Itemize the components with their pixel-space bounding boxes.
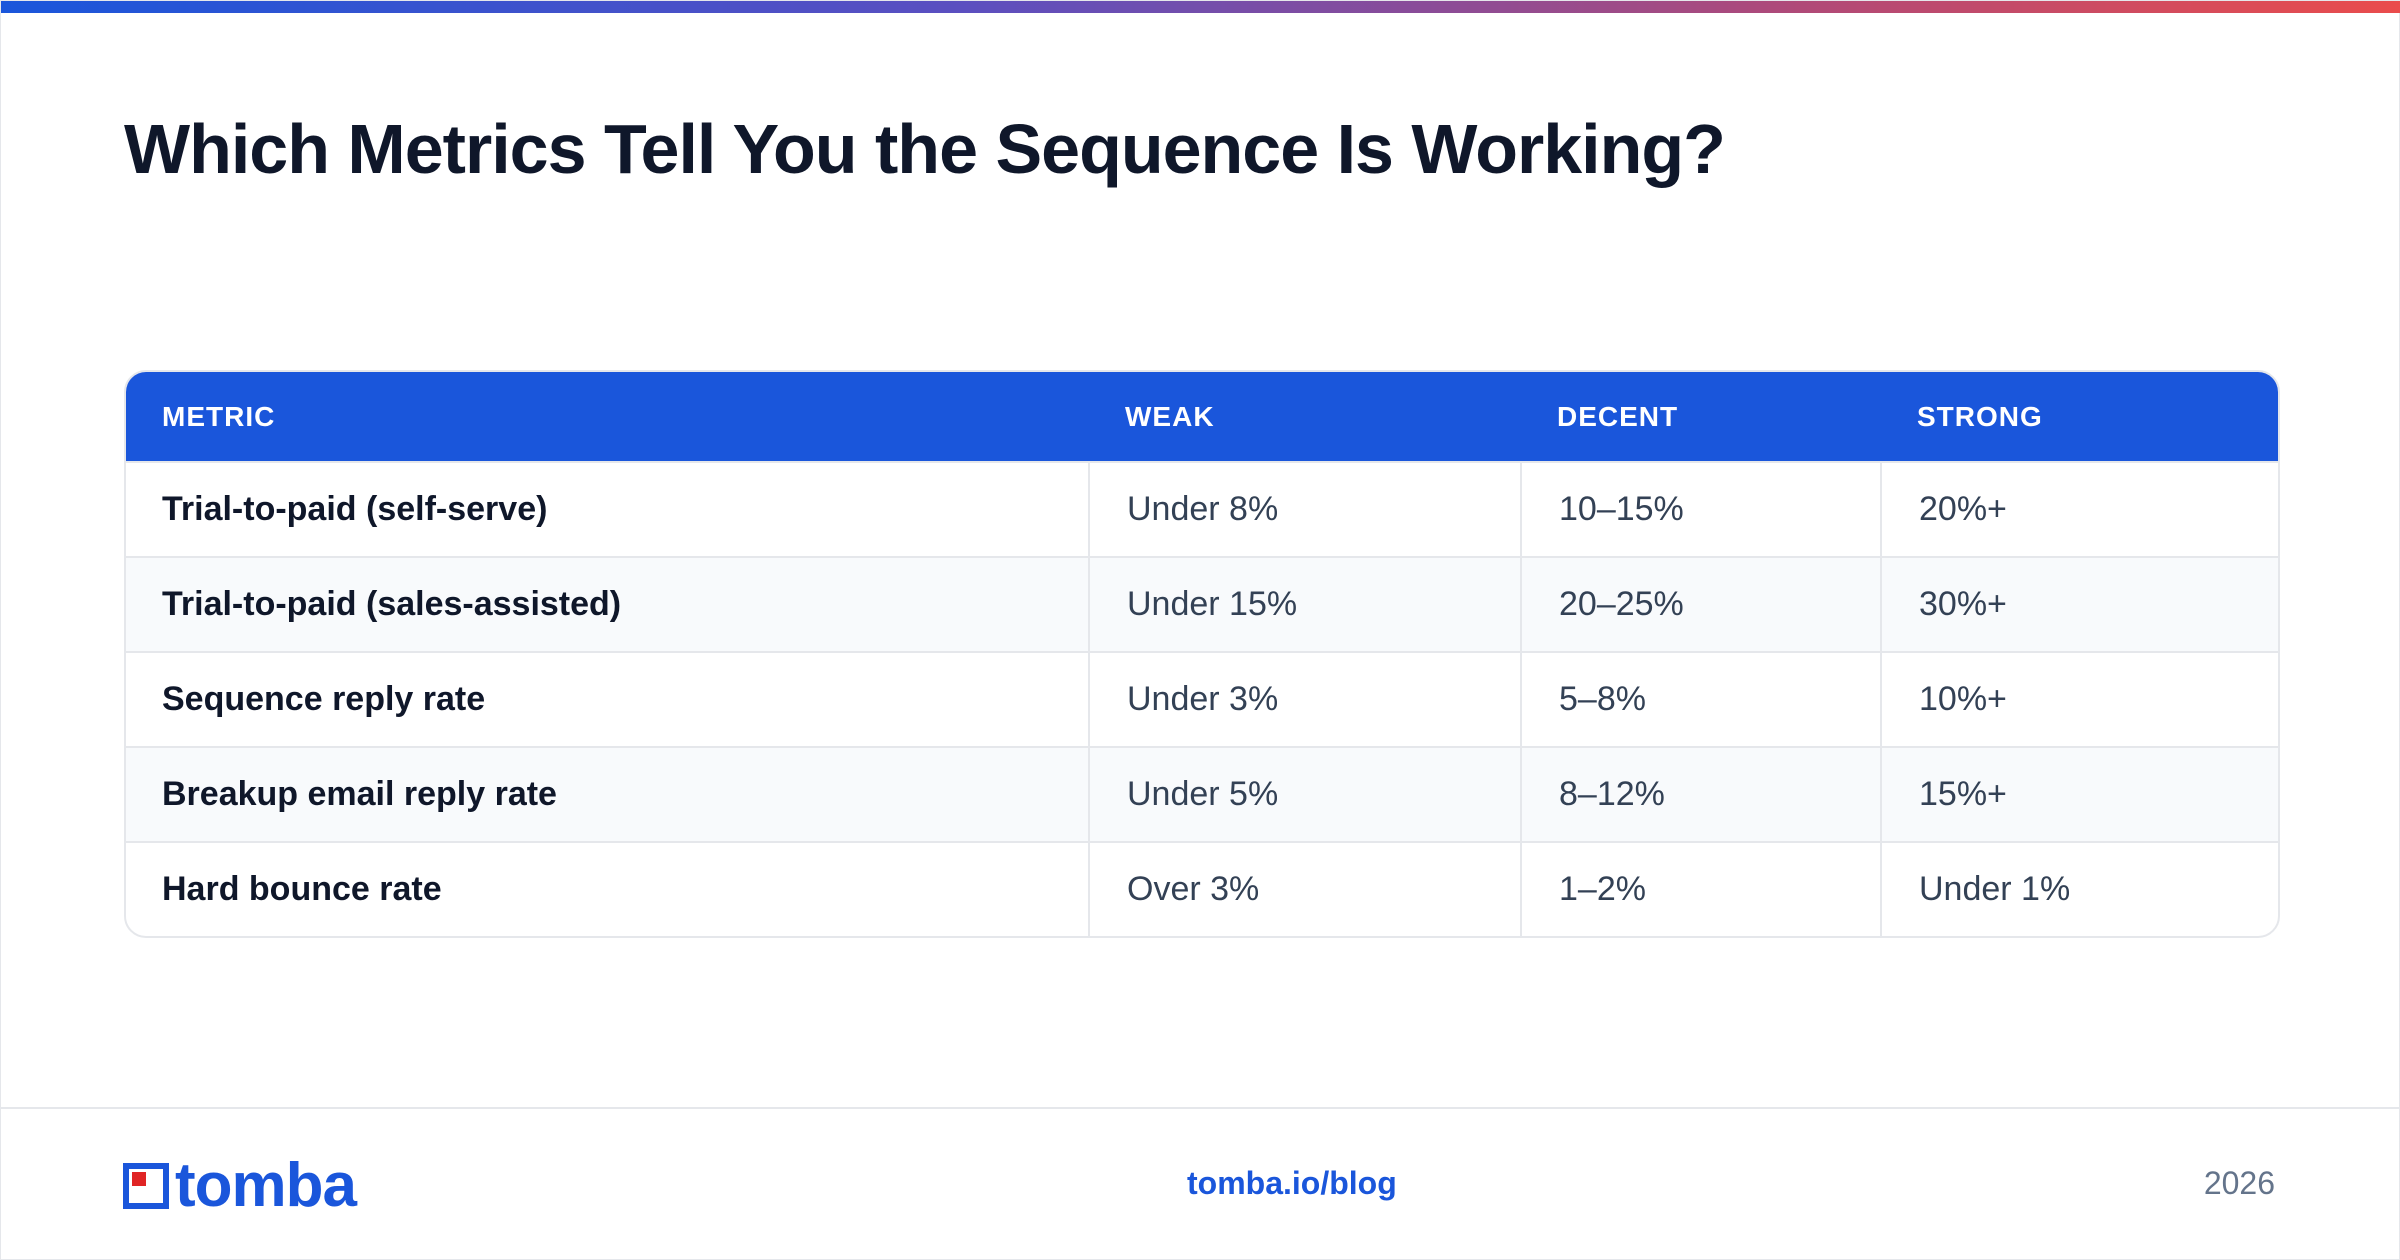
page-title: Which Metrics Tell You the Sequence Is W… [124,110,1726,188]
metric-cell: Trial-to-paid (sales-assisted) [126,556,1089,652]
decent-cell: 20–25% [1520,556,1881,652]
footer-year: 2026 [2203,1165,2275,1201]
table-row: Trial-to-paid (sales-assisted) Under 15%… [126,556,2278,652]
header-weak: WEAK [1089,372,1521,462]
table-row: Breakup email reply rate Under 5% 8–12% … [126,746,2278,842]
strong-cell: 15%+ [1880,746,2278,842]
table-row: Sequence reply rate Under 3% 5–8% 10%+ [126,651,2278,747]
metric-cell: Sequence reply rate [126,651,1089,747]
metric-cell: Breakup email reply rate [126,746,1089,842]
top-gradient-bar [1,1,2400,13]
strong-cell: 20%+ [1880,461,2278,557]
strong-cell: 30%+ [1880,556,2278,652]
logo-wordmark: tomba [175,1151,357,1220]
header-metric: METRIC [126,372,1089,462]
metrics-table: METRIC WEAK DECENT STRONG Trial-to-paid … [124,370,2280,938]
table-header-row: METRIC WEAK DECENT STRONG [126,372,2278,462]
metric-cell: Trial-to-paid (self-serve) [126,461,1089,557]
metrics-table-grid: METRIC WEAK DECENT STRONG Trial-to-paid … [126,372,2278,936]
strong-cell: Under 1% [1880,841,2278,936]
weak-cell: Under 3% [1088,651,1521,747]
blog-link[interactable]: tomba.io/blog [1187,1165,1397,1201]
strong-cell: 10%+ [1880,651,2278,747]
decent-cell: 10–15% [1520,461,1881,557]
tomba-logo-mark-icon [123,1163,169,1209]
weak-cell: Under 15% [1088,556,1521,652]
weak-cell: Under 8% [1088,461,1521,557]
header-strong: STRONG [1881,372,2278,462]
metric-cell: Hard bounce rate [126,841,1089,936]
decent-cell: 5–8% [1520,651,1881,747]
table-row: Hard bounce rate Over 3% 1–2% Under 1% [126,841,2278,936]
decent-cell: 1–2% [1520,841,1881,936]
tomba-logo: tomba [123,1151,357,1220]
weak-cell: Over 3% [1088,841,1521,936]
header-decent: DECENT [1521,372,1881,462]
table-row: Trial-to-paid (self-serve) Under 8% 10–1… [126,461,2278,557]
footer-divider [1,1107,2400,1109]
weak-cell: Under 5% [1088,746,1521,842]
decent-cell: 8–12% [1520,746,1881,842]
